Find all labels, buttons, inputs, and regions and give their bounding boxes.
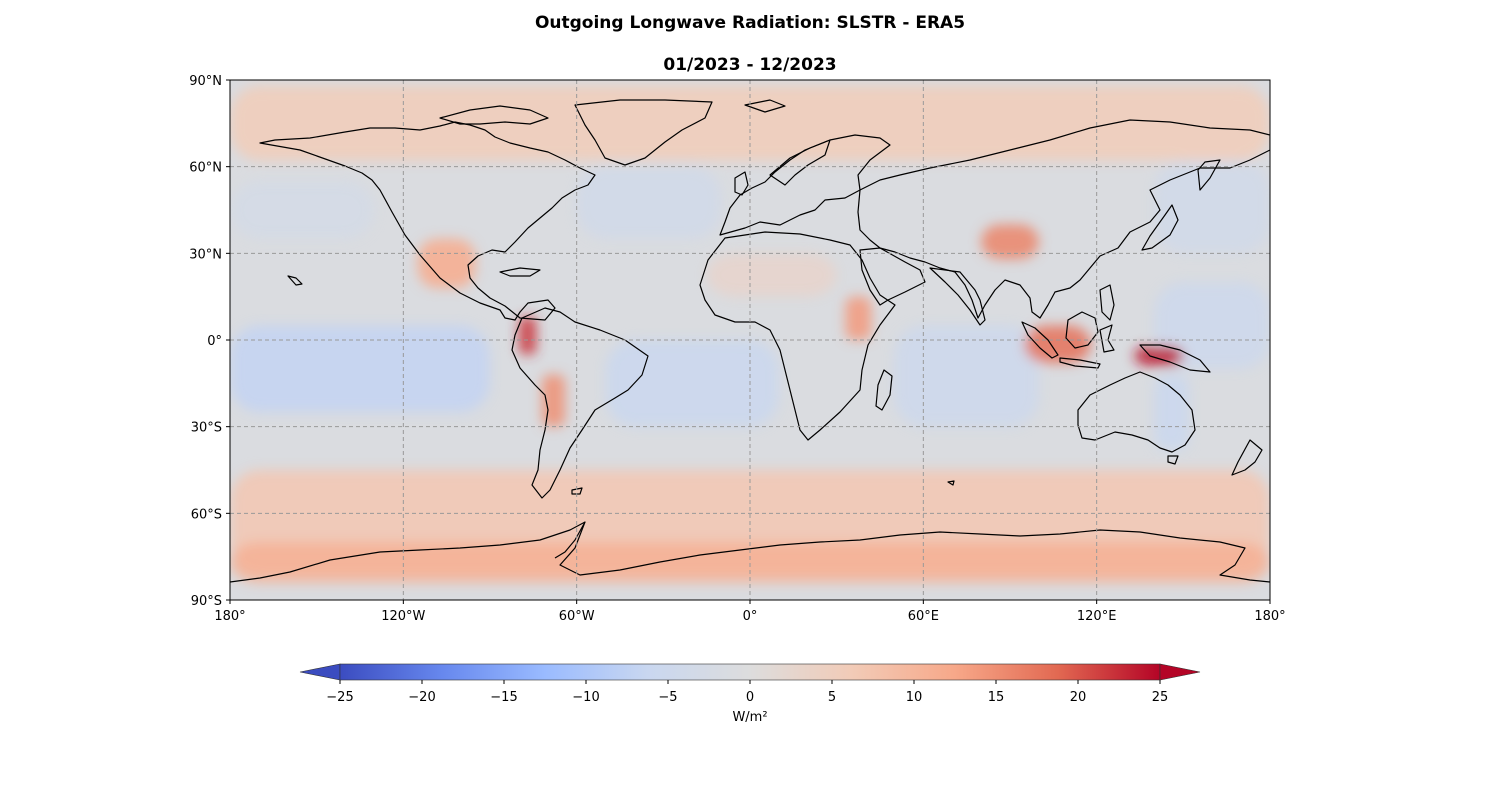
lat-tick-label: 30°N <box>189 247 222 262</box>
field-region-andes-central <box>542 374 566 427</box>
lat-tick-label: 90°N <box>189 74 222 89</box>
coastline-svalbard <box>744 99 786 113</box>
field-region-andes-north <box>518 316 537 355</box>
coastline-borneo <box>1065 311 1099 349</box>
latitude-axis: 90°N 60°N 30°N 0° 30°S 60°S 90°S <box>189 74 230 609</box>
coastline-new-guinea <box>1139 344 1211 373</box>
colorbar-extend-min <box>299 663 341 681</box>
coastline-canadian-arctic <box>439 105 549 125</box>
field-region-antarctic-coast <box>230 542 1270 583</box>
longitude-axis: 180° 120°W 60°W 0° 60°E 120°E 180° <box>214 600 1286 624</box>
colorbar-label: W/m² <box>732 710 767 725</box>
colorbar-tick-label: 0 <box>746 690 754 705</box>
colorbar-tick-label: −10 <box>572 690 599 705</box>
field-region-tibet <box>981 224 1039 260</box>
coastline-tasmania <box>1167 455 1179 465</box>
lon-tick-label: 0° <box>743 609 758 624</box>
field-region-indian-ocean <box>894 325 1039 427</box>
colorbar-tick-label: −25 <box>326 690 353 705</box>
field-region-east-africa <box>845 296 872 340</box>
colorbar-gradient <box>339 663 1161 681</box>
coastline-japan <box>1141 204 1179 251</box>
lat-tick-label: 0° <box>207 334 222 349</box>
coastline-java <box>1059 357 1101 369</box>
map-axes: 180° 120°W 60°W 0° 60°E 120°E 180° 90°N 60°N 30°… <box>189 74 1285 624</box>
coastline-kerguelen <box>947 480 955 486</box>
lon-tick-label: 120°E <box>1077 609 1117 624</box>
colorbar-tick-label: 20 <box>1070 690 1087 705</box>
coastline-new-zealand <box>1231 439 1263 476</box>
coastline-madagascar <box>875 369 893 411</box>
coastlines <box>230 99 1270 583</box>
coastline-sakhalin <box>1197 159 1221 191</box>
figure-title-text: Outgoing Longwave Radiation: SLSTR - ERA… <box>534 13 966 33</box>
field-region-east-asia-pacific <box>1154 160 1270 254</box>
coastline-hawaii <box>287 275 303 286</box>
coastline-sulawesi <box>1099 324 1115 353</box>
coastline-australia <box>1077 371 1196 453</box>
olr-difference-field <box>230 85 1270 583</box>
colorbar-ticks: −25 −20 −15 −10 −5 0 5 10 15 20 25 <box>326 680 1168 705</box>
field-region-sahara <box>706 253 837 297</box>
coastline-caribbean <box>499 267 541 277</box>
lon-tick-label: 60°W <box>559 609 595 624</box>
field-region-east-pacific-tropics <box>230 325 490 413</box>
coastline-arabia <box>859 247 926 306</box>
field-region-mexico-sw-us <box>417 238 476 288</box>
lat-tick-label: 30°S <box>191 421 222 436</box>
coastline-sumatra <box>1021 321 1059 359</box>
lat-tick-label: 60°S <box>191 507 222 522</box>
lon-tick-label: 180° <box>1254 609 1285 624</box>
field-region-new-guinea <box>1134 345 1184 366</box>
colorbar-extend-max <box>1159 663 1201 681</box>
field-region-west-pacific <box>1154 282 1270 369</box>
coastline-greenland <box>574 99 713 166</box>
colorbar-tick-label: 15 <box>988 690 1005 705</box>
lon-tick-label: 120°W <box>381 609 425 624</box>
coastline-antarctic-peninsula <box>554 521 586 559</box>
colorbar-tick-label: 25 <box>1152 690 1169 705</box>
lat-tick-label: 60°N <box>189 161 222 176</box>
coastline-asia <box>857 119 1270 319</box>
coastline-antarctica <box>230 521 1270 583</box>
colorbar-tick-label: −15 <box>490 690 517 705</box>
lon-tick-label: 180° <box>214 609 245 624</box>
field-region-atlantic-south <box>605 340 779 427</box>
coastline-scandinavia <box>769 139 831 186</box>
colorbar-tick-label: 10 <box>906 690 923 705</box>
field-region-indonesia <box>1024 325 1091 364</box>
lon-tick-label: 60°E <box>908 609 939 624</box>
coastline-falklands <box>571 487 583 495</box>
lat-tick-label: 90°S <box>191 594 222 609</box>
coastline-europe <box>719 134 891 236</box>
coastline-philippines <box>1099 284 1115 321</box>
field-region-north-pacific <box>230 181 375 239</box>
coastline-south-america <box>511 307 649 499</box>
colorbar: −25 −20 −15 −10 −5 0 5 10 15 20 25 W/m² <box>299 663 1201 725</box>
coastline-uk <box>734 171 749 196</box>
figure-subtitle: 01/2023 - 12/2023 <box>663 55 837 75</box>
colorbar-tick-label: 5 <box>828 690 836 705</box>
colorbar-tick-label: −20 <box>408 690 435 705</box>
coastline-india <box>929 267 986 326</box>
colorbar-tick-label: −5 <box>658 690 677 705</box>
field-region-north-atlantic <box>576 166 722 239</box>
gridlines <box>230 80 1270 600</box>
field-region-eastern-australia <box>1154 374 1190 450</box>
coastline-africa <box>699 231 896 441</box>
